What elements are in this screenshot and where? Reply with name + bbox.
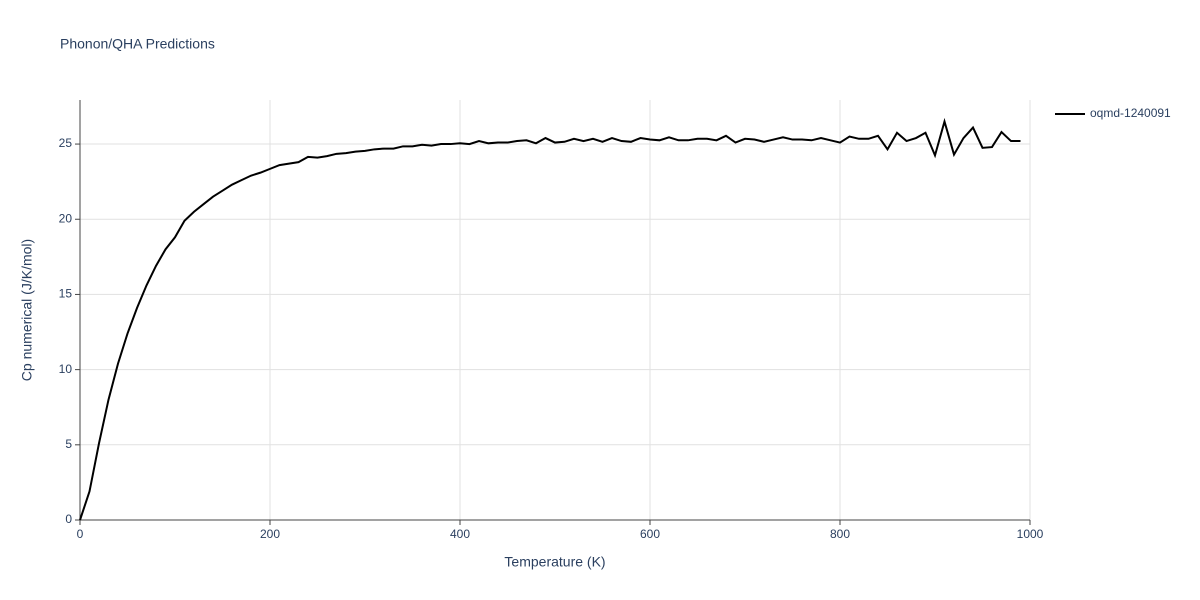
y-axis-title: Cp numerical (J/K/mol): [19, 239, 35, 381]
x-tick-label: 600: [640, 527, 660, 541]
y-tick-label: 0: [65, 512, 72, 526]
x-tick-label: 0: [77, 527, 84, 541]
x-tick-label: 1000: [1017, 527, 1044, 541]
x-tick-label: 800: [830, 527, 850, 541]
x-axis-title: Temperature (K): [504, 554, 605, 570]
y-tick-label: 5: [65, 437, 72, 451]
y-tick-label: 10: [59, 362, 73, 376]
y-tick-label: 25: [59, 136, 73, 150]
y-tick-label: 15: [59, 287, 73, 301]
y-tick-label: 20: [59, 211, 73, 225]
grid: [79, 100, 1031, 521]
chart-title: Phonon/QHA Predictions: [60, 36, 215, 52]
x-tick-label: 200: [260, 527, 280, 541]
x-tick-label: 400: [450, 527, 470, 541]
legend-label: oqmd-1240091: [1090, 106, 1171, 120]
line-series: [79, 117, 1021, 521]
